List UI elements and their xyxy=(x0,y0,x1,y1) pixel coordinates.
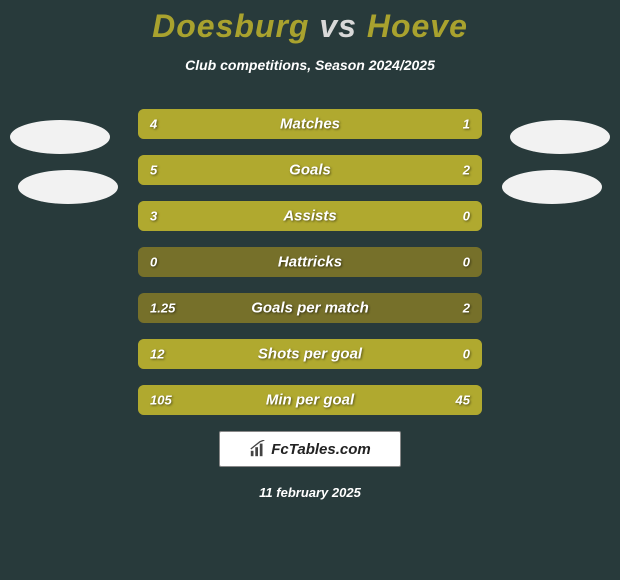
player1-name: Doesburg xyxy=(152,8,309,44)
stat-right-value: 0 xyxy=(463,209,470,224)
stat-row: 4 1 Matches xyxy=(138,109,482,139)
stat-bars: 4 1 Matches 5 2 Goals 3 0 Assists 0 0 Hattricks 1.25… xyxy=(138,109,482,415)
stat-right-value: 0 xyxy=(463,347,470,362)
stat-right-value: 2 xyxy=(463,301,470,316)
date-label: 11 february 2025 xyxy=(0,485,620,500)
subtitle: Club competitions, Season 2024/2025 xyxy=(0,57,620,73)
vs-label: vs xyxy=(319,8,357,44)
main-area: 4 1 Matches 5 2 Goals 3 0 Assists 0 0 Hattricks 1.25… xyxy=(0,109,620,415)
stat-label: Hattricks xyxy=(278,254,342,271)
stat-row: 5 2 Goals xyxy=(138,155,482,185)
stat-right-value: 45 xyxy=(456,393,470,408)
player-badge-ellipse xyxy=(10,120,110,154)
stat-right-value: 1 xyxy=(463,117,470,132)
player-badge-ellipse xyxy=(18,170,118,204)
stat-left-value: 1.25 xyxy=(150,301,175,316)
stat-label: Goals per match xyxy=(251,300,369,317)
stat-label: Min per goal xyxy=(266,392,354,409)
stat-left-value: 5 xyxy=(150,163,157,178)
stat-row: 1.25 2 Goals per match xyxy=(138,293,482,323)
bar-right-fill xyxy=(413,109,482,139)
stat-label: Shots per goal xyxy=(258,346,362,363)
stat-label: Goals xyxy=(289,162,331,179)
card-title: Doesburg vs Hoeve xyxy=(0,8,620,45)
stat-left-value: 0 xyxy=(150,255,157,270)
brand-box[interactable]: FcTables.com xyxy=(219,431,401,467)
comparison-card: Doesburg vs Hoeve Club competitions, Sea… xyxy=(0,0,620,580)
bar-left-fill xyxy=(138,155,382,185)
stat-left-value: 12 xyxy=(150,347,164,362)
player-badge-ellipse xyxy=(502,170,602,204)
stat-left-value: 3 xyxy=(150,209,157,224)
stat-row: 3 0 Assists xyxy=(138,201,482,231)
stat-right-value: 0 xyxy=(463,255,470,270)
stat-right-value: 2 xyxy=(463,163,470,178)
brand-text: FcTables.com xyxy=(271,441,370,458)
stat-left-value: 4 xyxy=(150,117,157,132)
chart-icon xyxy=(249,440,267,458)
stat-row: 105 45 Min per goal xyxy=(138,385,482,415)
stat-row: 0 0 Hattricks xyxy=(138,247,482,277)
stat-label: Assists xyxy=(283,208,336,225)
stat-row: 12 0 Shots per goal xyxy=(138,339,482,369)
player2-name: Hoeve xyxy=(367,8,468,44)
bar-left-fill xyxy=(138,109,413,139)
stat-label: Matches xyxy=(280,116,340,133)
stat-left-value: 105 xyxy=(150,393,172,408)
player-badge-ellipse xyxy=(510,120,610,154)
